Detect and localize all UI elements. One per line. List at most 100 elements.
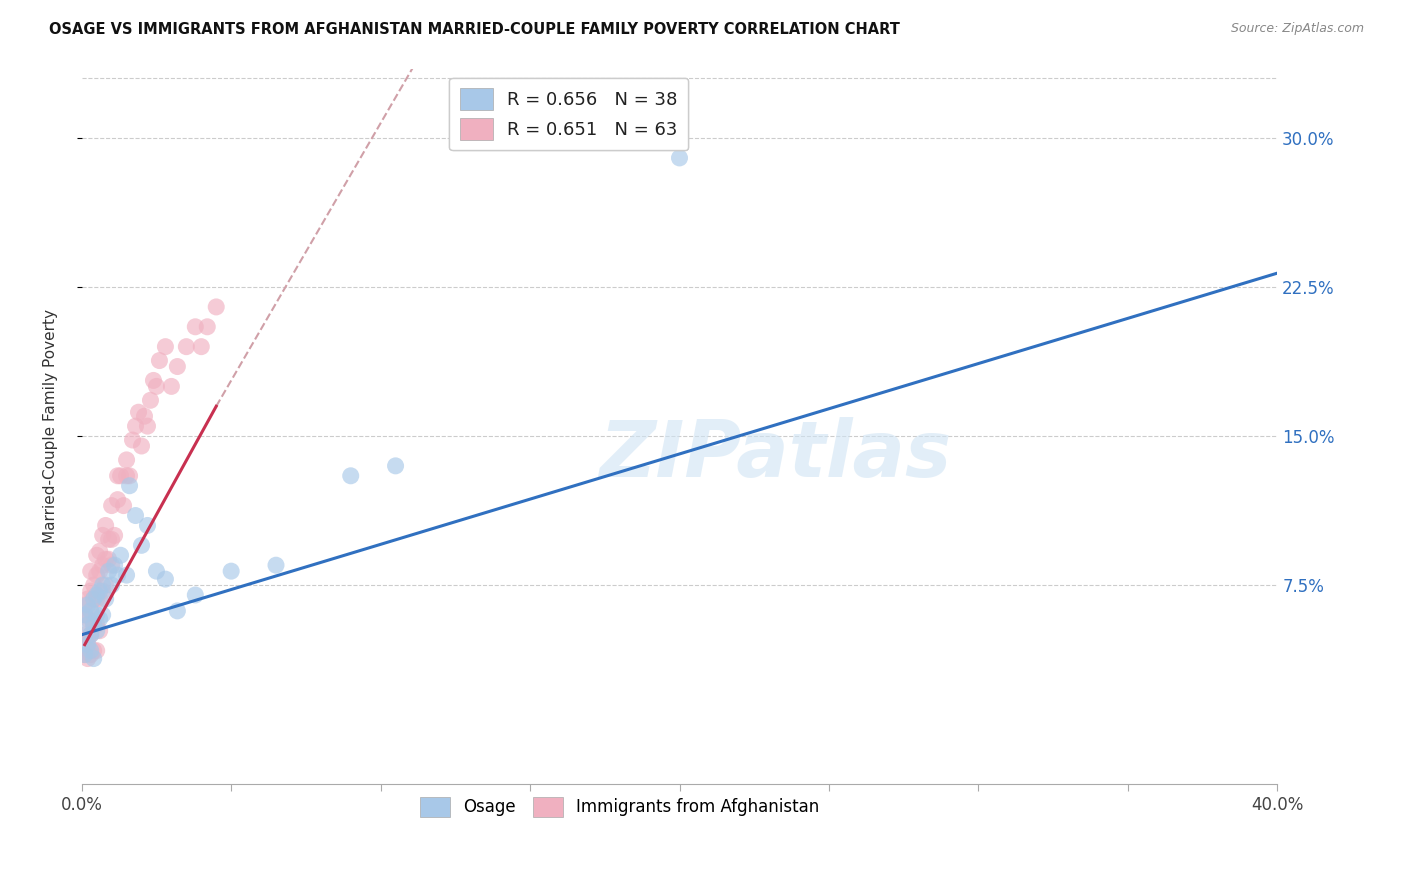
Point [155,572,177,586]
Point [195,319,218,334]
Point [97,552,120,566]
Point [73,607,96,622]
Y-axis label: Married-Couple Family Poverty: Married-Couple Family Poverty [44,310,58,543]
Point [668,151,690,165]
Point [86,568,108,582]
Point [107,568,129,582]
Point [83,591,105,606]
Point [86,643,108,657]
Point [176,340,198,354]
Point [205,300,228,314]
Point [73,598,96,612]
Point [166,604,188,618]
Point [80,564,103,578]
Point [76,598,98,612]
Point [83,591,105,606]
Point [73,607,96,622]
Point [89,591,111,606]
Point [384,458,406,473]
Point [100,558,122,573]
Point [155,340,177,354]
Point [115,568,138,582]
Point [104,558,127,573]
Point [112,499,135,513]
Text: OSAGE VS IMMIGRANTS FROM AFGHANISTAN MARRIED-COUPLE FAMILY POVERTY CORRELATION C: OSAGE VS IMMIGRANTS FROM AFGHANISTAN MAR… [49,22,900,37]
Point [83,617,105,632]
Point [94,518,117,533]
Point [91,578,114,592]
Point [107,468,129,483]
Point [83,617,105,632]
Point [94,578,117,592]
Point [80,628,103,642]
Point [97,533,120,547]
Point [264,558,287,573]
Text: Source: ZipAtlas.com: Source: ZipAtlas.com [1230,22,1364,36]
Point [89,564,111,578]
Point [94,591,117,606]
Point [142,373,165,387]
Point [86,548,108,562]
Point [100,578,122,592]
Legend: Osage, Immigrants from Afghanistan: Osage, Immigrants from Afghanistan [412,789,828,825]
Point [115,468,138,483]
Point [76,632,98,646]
Point [128,405,150,419]
Point [139,393,162,408]
Point [83,651,105,665]
Point [80,628,103,642]
Point [89,624,111,638]
Point [86,617,108,632]
Point [76,617,98,632]
Point [86,607,108,622]
Point [73,648,96,662]
Point [145,379,167,393]
Point [166,359,188,374]
Point [89,584,111,599]
Point [76,591,98,606]
Point [107,492,129,507]
Point [80,604,103,618]
Point [219,564,242,578]
Point [91,607,114,622]
Point [136,419,159,434]
Point [83,643,105,657]
Point [73,648,96,662]
Point [83,578,105,592]
Point [124,419,146,434]
Point [118,468,141,483]
Point [339,468,361,483]
Point [131,538,153,552]
Point [91,558,114,573]
Point [100,533,122,547]
Point [91,528,114,542]
Point [86,588,108,602]
Point [80,643,103,657]
Point [184,588,207,602]
Point [89,612,111,626]
Point [104,528,127,542]
Point [94,552,117,566]
Point [145,564,167,578]
Point [76,651,98,665]
Point [121,433,143,447]
Point [134,409,156,424]
Point [160,379,183,393]
Point [97,564,120,578]
Point [80,604,103,618]
Point [89,544,111,558]
Point [80,584,103,599]
Point [115,453,138,467]
Point [80,648,103,662]
Point [76,612,98,626]
Point [148,353,170,368]
Point [110,548,132,562]
Point [86,624,108,638]
Text: ZIPatlas: ZIPatlas [599,417,952,492]
Point [91,584,114,599]
Point [190,340,212,354]
Point [73,628,96,642]
Point [124,508,146,523]
Point [184,319,207,334]
Point [136,518,159,533]
